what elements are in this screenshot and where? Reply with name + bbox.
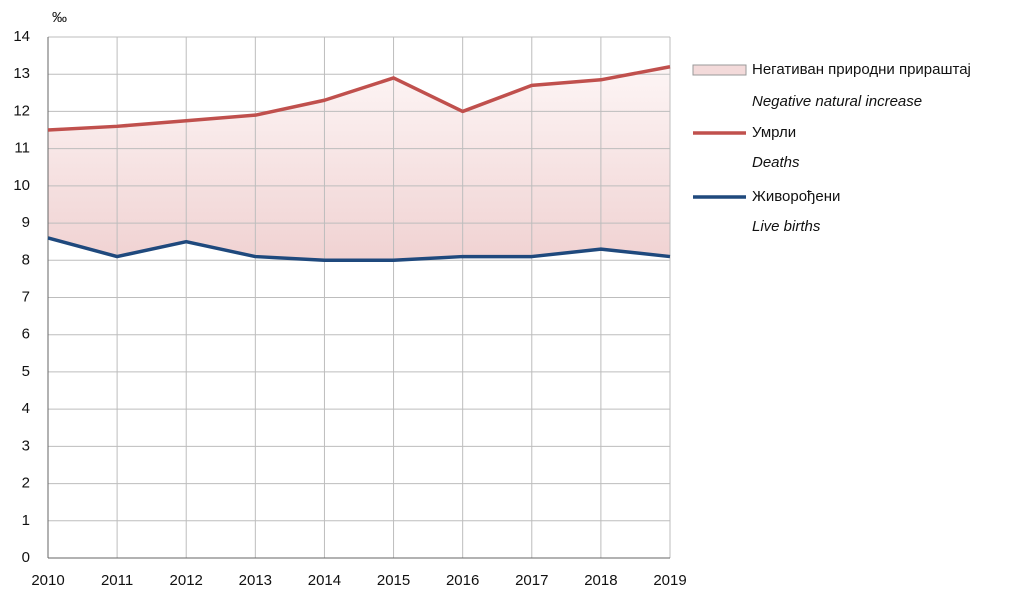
y-tick-label: 14 (13, 28, 30, 45)
legend-label: Умрли (752, 124, 796, 141)
x-tick-label: 2015 (377, 572, 410, 589)
x-tick-label: 2010 (31, 572, 64, 589)
y-tick-label: 8 (22, 251, 30, 268)
series-line (47, 65, 671, 132)
x-tick-label: 2019 (653, 572, 686, 589)
unit-label: ‰ (52, 9, 67, 26)
y-tick-label: 2 (22, 475, 30, 492)
y-tick-label: 1 (22, 512, 30, 529)
legend-label: Живорођени (752, 188, 840, 205)
y-tick-label: 4 (22, 400, 30, 417)
x-tick-label: 2017 (515, 572, 548, 589)
legend-label-en: Negative natural increase (752, 93, 922, 110)
y-tick-label: 0 (22, 549, 30, 566)
legend-label-en: Live births (752, 218, 821, 235)
series-line (47, 236, 671, 263)
y-tick-label: 11 (14, 140, 30, 157)
y-tick-label: 7 (22, 288, 30, 305)
y-tick-label: 3 (22, 437, 30, 454)
legend-label: Негативан природни прираштај (752, 61, 971, 78)
x-tick-label: 2011 (101, 572, 133, 589)
y-tick-label: 6 (22, 326, 30, 343)
y-tick-label: 12 (13, 102, 30, 119)
legend-label-en: Deaths (752, 154, 800, 171)
y-tick-label: 9 (22, 214, 30, 231)
y-tick-label: 5 (22, 363, 30, 380)
x-tick-label: 2018 (584, 572, 617, 589)
x-tick-label: 2014 (308, 572, 341, 589)
legend-swatch (692, 64, 747, 76)
x-tick-label: 2016 (446, 572, 479, 589)
y-tick-label: 13 (13, 65, 30, 82)
x-tick-label: 2012 (170, 572, 203, 589)
x-tick-label: 2013 (239, 572, 272, 589)
area (48, 66, 670, 261)
y-tick-label: 10 (13, 177, 30, 194)
